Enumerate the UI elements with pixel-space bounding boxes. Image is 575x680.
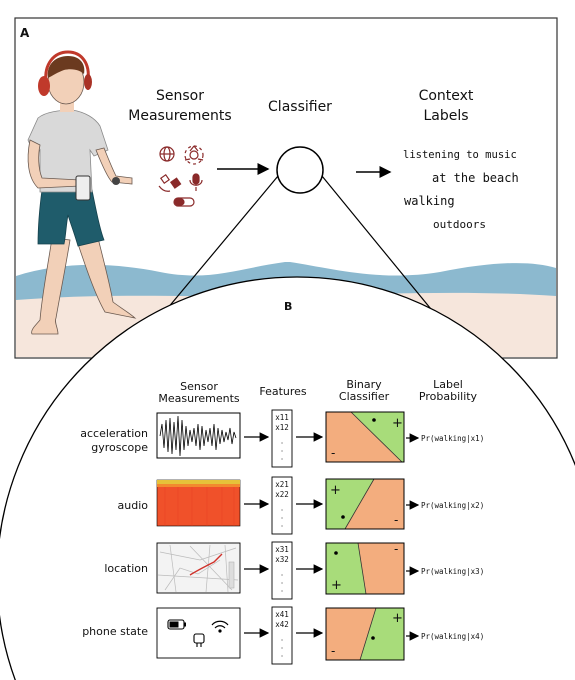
sensor-heading-line1: Sensor	[156, 88, 204, 104]
feature-3a: x31	[275, 545, 289, 554]
feature-1a: x11	[275, 413, 289, 422]
row-audio: audio x21 x22 · · ·	[118, 476, 484, 535]
panel-a: A Sensor Measurements Classifier Context…	[14, 17, 558, 359]
svg-text:·: ·	[281, 652, 284, 661]
audio-spectrogram	[156, 479, 241, 527]
probability-3: Pr(walking|x3)	[421, 567, 484, 576]
sample-dot-2	[341, 515, 345, 519]
feature-1-dots2: ·	[281, 447, 284, 456]
svg-text:·: ·	[281, 522, 284, 531]
context-label-walking: walking	[404, 194, 455, 208]
b-header-label-line1: Label	[433, 378, 463, 391]
context-label-listening: listening to music	[403, 149, 517, 161]
location-track	[189, 553, 223, 576]
context-label-beach: at the beach	[432, 171, 519, 185]
minus-sign-4: -	[331, 644, 335, 658]
sample-dot-3	[334, 551, 338, 555]
panel-b: B Sensor Measurements Features Binary Cl…	[0, 276, 575, 680]
row-label-line2: gyroscope	[91, 441, 148, 454]
microphone-icon	[189, 173, 203, 191]
context-heading-line2: Labels	[423, 108, 468, 124]
probability-4: Pr(walking|x4)	[421, 632, 484, 641]
classifier-circle	[276, 146, 324, 194]
plus-sign-1: +	[392, 416, 403, 431]
b-header-sensor-line2: Measurements	[158, 392, 240, 405]
positive-region-3	[326, 543, 366, 594]
b-header-binary-line1: Binary	[346, 378, 382, 391]
svg-text:·: ·	[281, 514, 284, 523]
row-label-audio: audio	[118, 499, 149, 512]
row-location: location x31 x32 · · ·	[104, 541, 484, 600]
context-label-outdoors: outdoors	[433, 218, 486, 231]
probability-1: Pr(walking|x1)	[421, 434, 484, 443]
minus-sign-3: -	[394, 542, 398, 556]
b-header-binary-line2: Classifier	[339, 390, 390, 403]
sensor-heading-line2: Measurements	[128, 108, 231, 124]
panel-a-letter: A	[20, 26, 30, 40]
svg-text:·: ·	[281, 506, 284, 515]
sample-dot-4	[371, 636, 375, 640]
probability-2: Pr(walking|x2)	[421, 501, 484, 510]
feature-vector-2	[271, 476, 293, 535]
battery-icon	[167, 619, 186, 630]
feature-vector-4	[271, 606, 293, 665]
svg-text:·: ·	[281, 636, 284, 645]
plus-sign-2: +	[330, 483, 341, 498]
satellite-icon	[158, 173, 182, 192]
walking-person-illustration	[27, 50, 137, 335]
wifi-icon	[211, 620, 229, 633]
plus-sign-3: +	[331, 578, 342, 593]
b-header-label-line2: Probability	[419, 390, 478, 403]
sensor-icons	[158, 145, 204, 207]
plus-sign-4: +	[392, 611, 403, 626]
globe-icon	[159, 146, 175, 162]
feature-1-dots: ·	[281, 439, 284, 448]
minus-sign-1: -	[331, 446, 335, 460]
b-header-sensor-line1: Sensor	[180, 380, 218, 393]
row-phone-state: phone state x41	[82, 606, 484, 665]
sample-dot-1	[372, 418, 376, 422]
feature-vector-3	[271, 541, 293, 600]
b-header-features: Features	[259, 385, 307, 398]
phone-state-box	[156, 607, 241, 659]
feature-4a: x41	[275, 610, 289, 619]
accel-waveform	[159, 415, 237, 457]
svg-text:·: ·	[281, 644, 284, 653]
row-acceleration: acceleration gyroscope x11 x12 · · · + -	[80, 409, 484, 468]
battery-toggle-icon	[173, 197, 195, 207]
classifier-heading: Classifier	[268, 99, 332, 115]
negative-region-1	[326, 412, 402, 462]
negative-region-4	[326, 608, 376, 660]
minus-sign-2: -	[394, 513, 398, 527]
svg-text:·: ·	[281, 587, 284, 596]
feature-1-dots3: ·	[281, 455, 284, 464]
charger-plug-icon	[193, 633, 205, 647]
svg-text:·: ·	[281, 571, 284, 580]
row-label-phone-state: phone state	[82, 625, 148, 638]
gyroscope-icon	[184, 145, 204, 165]
row-label-location: location	[104, 562, 148, 575]
feature-4b: x42	[275, 620, 289, 629]
feature-3b: x32	[275, 555, 289, 564]
svg-text:·: ·	[281, 579, 284, 588]
row-label-line1: acceleration	[80, 427, 148, 440]
context-heading-line1: Context	[419, 88, 474, 104]
feature-2a: x21	[275, 480, 289, 489]
feature-vector-1	[271, 409, 293, 468]
feature-2b: x22	[275, 490, 289, 499]
feature-1b: x12	[275, 423, 289, 432]
panel-b-letter: B	[284, 300, 292, 313]
positive-region-2	[326, 479, 374, 529]
